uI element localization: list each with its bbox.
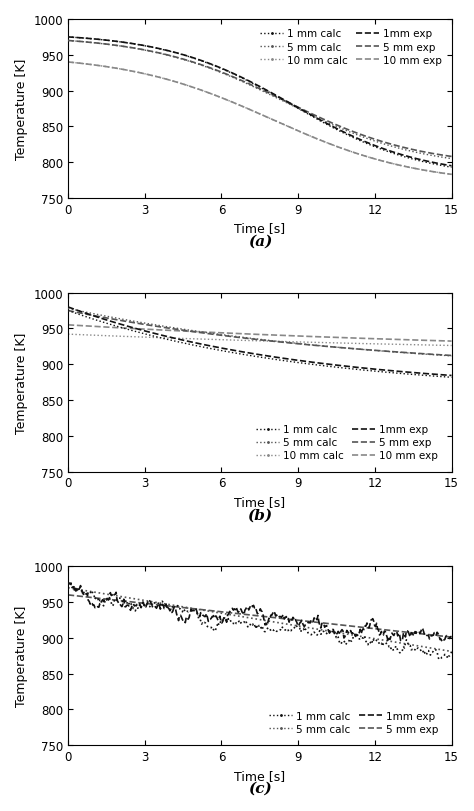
X-axis label: Time [s]: Time [s] — [234, 222, 285, 235]
Text: (a): (a) — [247, 234, 272, 248]
Text: (b): (b) — [247, 508, 273, 521]
Legend: 1 mm calc, 5 mm calc, 1mm exp, 5 mm exp: 1 mm calc, 5 mm calc, 1mm exp, 5 mm exp — [265, 707, 443, 738]
Y-axis label: Temperature [K]: Temperature [K] — [15, 58, 28, 160]
X-axis label: Time [s]: Time [s] — [234, 496, 285, 508]
Y-axis label: Temperature [K]: Temperature [K] — [15, 332, 28, 433]
Legend: 1 mm calc, 5 mm calc, 10 mm calc, 1mm exp, 5 mm exp, 10 mm exp: 1 mm calc, 5 mm calc, 10 mm calc, 1mm ex… — [256, 25, 447, 70]
X-axis label: Time [s]: Time [s] — [234, 769, 285, 782]
Text: (c): (c) — [248, 781, 272, 795]
Legend: 1 mm calc, 5 mm calc, 10 mm calc, 1mm exp, 5 mm exp, 10 mm exp: 1 mm calc, 5 mm calc, 10 mm calc, 1mm ex… — [252, 420, 443, 465]
Y-axis label: Temperature [K]: Temperature [K] — [15, 605, 28, 706]
